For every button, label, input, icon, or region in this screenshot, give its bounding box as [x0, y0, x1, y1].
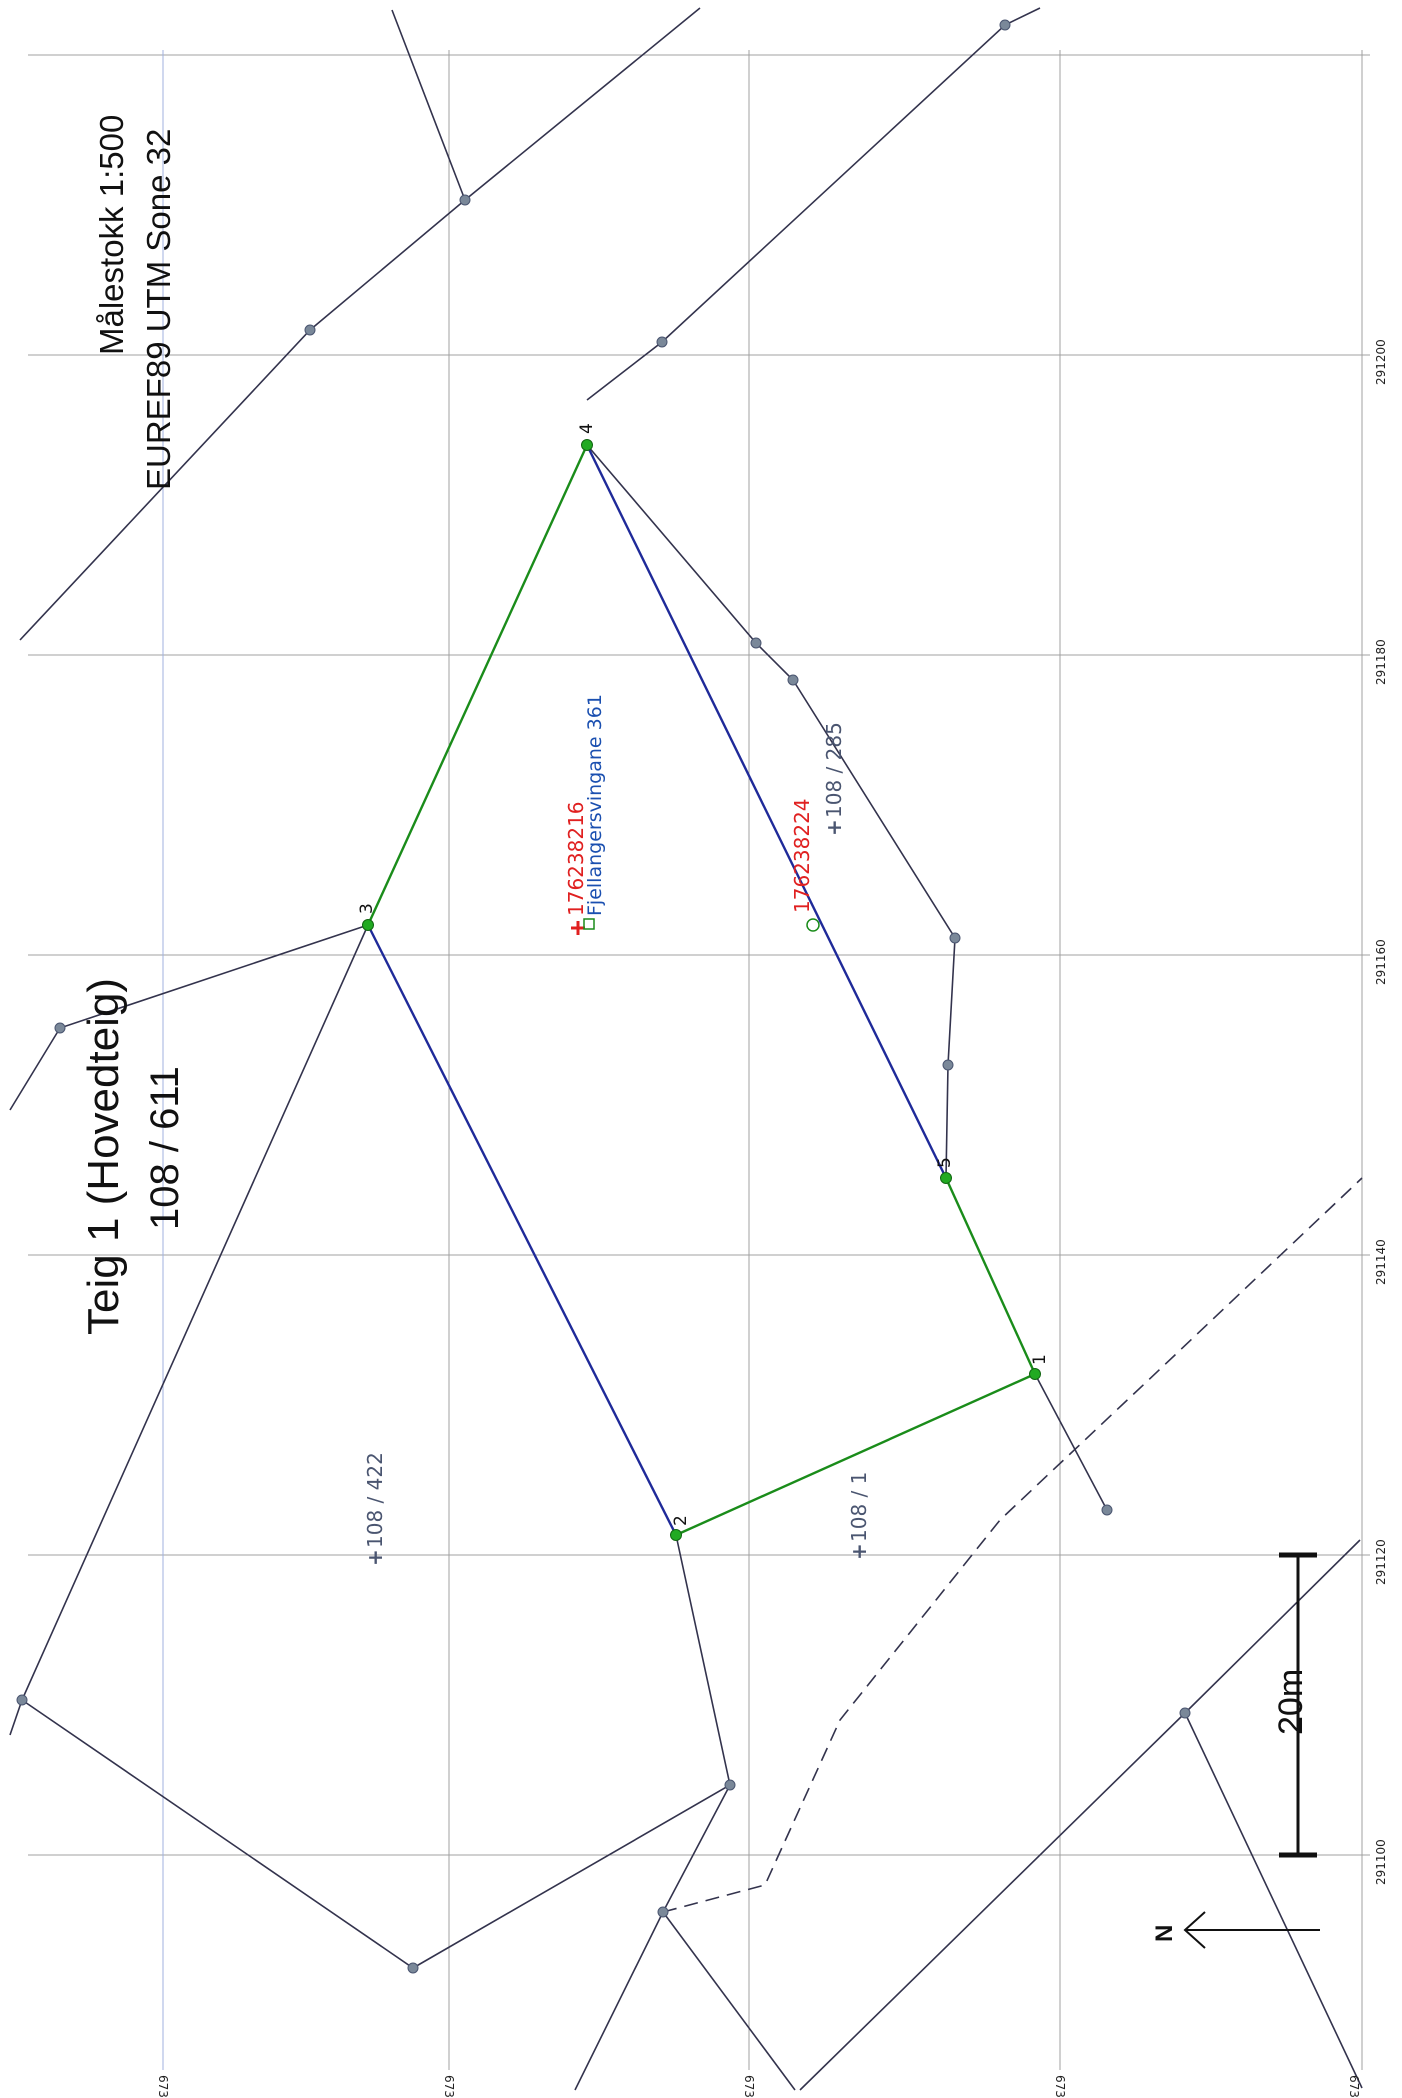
vertex-3 — [362, 919, 374, 931]
boundary-line — [9, 924, 369, 1111]
building-circle-icon — [806, 918, 820, 932]
boundary-line — [20, 924, 731, 1969]
vertex-1 — [1029, 1368, 1041, 1380]
boundary-line — [19, 7, 701, 641]
boundary-line — [9, 1699, 23, 1736]
vertex-point — [1179, 1707, 1191, 1719]
parcel-edge-2-3 — [366, 924, 678, 1536]
vertex-point — [459, 194, 471, 206]
parcel-edge-1-2 — [675, 1372, 1036, 1537]
boundary-line — [799, 1539, 1361, 2091]
neighbour-boundaries — [9, 7, 1363, 2091]
boundary-line — [662, 1911, 796, 2091]
north-label: N — [1151, 1925, 1178, 1942]
building-id: 176238216 — [564, 801, 588, 916]
vertex-point — [657, 1906, 669, 1918]
northing-tick: 6739320 — [442, 2075, 456, 2098]
crs-label: EUREF89 UTM Sone 32 — [140, 129, 177, 490]
boundary-line — [1184, 1712, 1363, 2089]
coordinate-grid — [28, 50, 1370, 2070]
main-parcel — [366, 444, 1037, 1537]
northing-tick: 6739280 — [1053, 2075, 1067, 2098]
vertex-point — [16, 1694, 28, 1706]
vertex-point — [750, 637, 762, 649]
neighbour-vertices — [16, 19, 1191, 1974]
northing-tick: 6739260 — [1347, 2075, 1361, 2098]
boundary-line — [574, 1784, 731, 2091]
vertex-label-4: 4 — [577, 423, 597, 434]
scale-bar-label: 20m — [1272, 1669, 1310, 1735]
vertex-point — [942, 1059, 954, 1071]
easting-tick: 291140 — [1374, 1239, 1388, 1285]
building-id: 176238224 — [790, 798, 814, 913]
vertex-point — [304, 324, 316, 336]
northing-tick: 6739340 — [156, 2075, 170, 2098]
neighbour-108-1: + 108 / 1 — [847, 1472, 871, 1560]
neighbour-108-422: + 108 / 422 — [363, 1452, 387, 1566]
vertex-point — [999, 19, 1011, 31]
vertex-label-3: 3 — [357, 903, 377, 914]
neighbour-label: 108 / 422 — [363, 1452, 387, 1548]
vertex-label-2: 2 — [671, 1515, 691, 1526]
vertex-point — [656, 336, 668, 348]
northing-tick-labels: 6739340 6739320 6739300 6739280 6739260 — [156, 2075, 1361, 2098]
northing-tick: 6739300 — [742, 2075, 756, 2098]
address-label: Fjellangersvingane 361 — [584, 694, 606, 916]
building-marker-1: 176238216 — [564, 801, 588, 935]
parcel-id: 108 / 611 — [143, 1066, 187, 1230]
vertex-point — [949, 932, 961, 944]
parcel-vertices — [362, 439, 1041, 1541]
easting-tick: 291120 — [1374, 1539, 1388, 1585]
vertex-label-1: 1 — [1030, 1354, 1050, 1365]
vertex-2 — [670, 1529, 682, 1541]
address-marker: Fjellangersvingane 361 — [583, 694, 606, 930]
parcel-edge-5-1 — [944, 1177, 1037, 1375]
address-square-icon — [583, 918, 595, 930]
easting-tick: 291160 — [1374, 939, 1388, 985]
boundary-line — [391, 9, 466, 201]
vertex-point — [724, 1779, 736, 1791]
easting-tick: 291200 — [1374, 339, 1388, 385]
vertex-label-5: 5 — [935, 1157, 955, 1168]
neighbour-108-285: + 108 / 285 — [822, 722, 846, 836]
boundary-line — [1034, 1373, 1108, 1511]
easting-tick-labels: 291100 291120 291140 291160 291180 29120… — [1374, 339, 1388, 1885]
north-arrow-icon — [1183, 1911, 1320, 1949]
parcel-edge-4-5 — [585, 444, 948, 1179]
neighbour-label: 108 / 285 — [822, 722, 846, 818]
scale-bar — [1279, 1552, 1317, 1858]
neighbour-label: 108 / 1 — [847, 1472, 871, 1542]
vertex-4 — [581, 439, 593, 451]
easting-tick: 291180 — [1374, 639, 1388, 685]
vertex-5 — [940, 1172, 952, 1184]
easting-tick: 291100 — [1374, 1839, 1388, 1885]
dashed-road-edge — [662, 1177, 1363, 1913]
plus-icon: + — [363, 1549, 387, 1566]
plus-icon: + — [822, 819, 846, 836]
vertex-point — [407, 1962, 419, 1974]
vertex-point — [54, 1022, 66, 1034]
boundary-line — [586, 7, 1041, 401]
building-marker-2: 176238224 — [790, 798, 820, 932]
map-title: Teig 1 (Hovedteig) — [79, 978, 128, 1335]
parcel-edge-3-4 — [366, 444, 589, 926]
vertex-point — [1101, 1504, 1113, 1516]
plus-icon: + — [847, 1543, 871, 1560]
vertex-point — [787, 674, 799, 686]
boundary-line — [586, 444, 956, 1179]
scale-label: Målestokk 1:500 — [93, 115, 130, 355]
